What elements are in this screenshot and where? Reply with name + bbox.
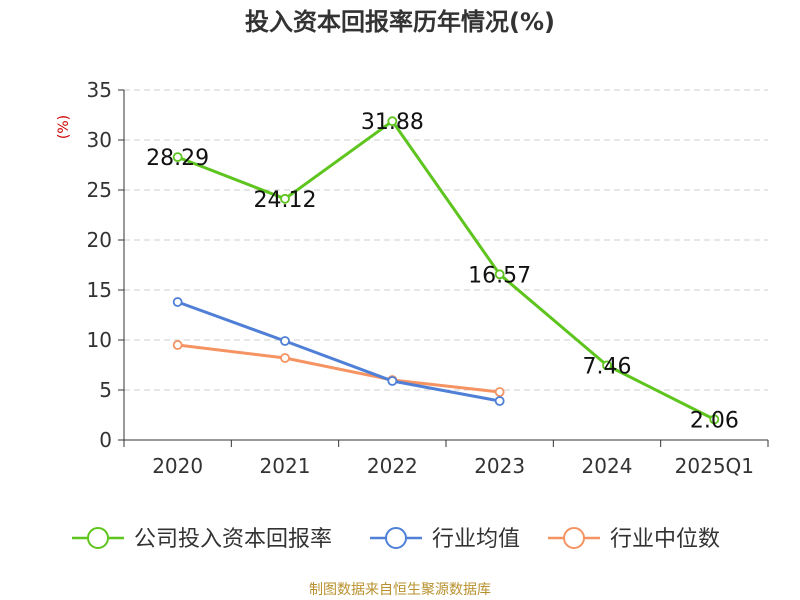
legend-item: 行业中位数 [548,527,720,552]
legend: 公司投入资本回报率 行业均值 行业中位数 [72,527,720,552]
data-point [494,269,505,280]
legend-label: 行业中位数 [610,527,720,552]
chart-title: 投入资本回报率历年情况(%) [245,8,555,36]
y-axis-label: (%) [56,115,72,139]
data-label: 7.46 [583,354,632,379]
data-point [172,297,183,307]
axes: 0 5 10 15 20 25 30 35 2020 2021 2022 2023 2024 2025Q1 [87,78,769,478]
data-point [280,336,290,346]
series-line [177,343,500,394]
y-tick-label: 30 [87,128,112,152]
data-label: 2.06 [690,408,739,433]
x-tick-label: 2020 [152,454,203,478]
data-point [387,376,398,386]
x-tick-label: 2022 [367,454,418,478]
legend-item: 公司投入资本回报率 [72,527,332,552]
y-tick-label: 5 [99,378,112,402]
series-line [177,119,716,421]
y-tick-label: 0 [99,428,112,452]
data-point [280,353,290,363]
data-point [172,340,183,350]
series-1 [172,297,505,406]
data-point [709,414,720,425]
x-tick-label: 2025Q1 [675,454,754,478]
y-tick-label: 35 [87,78,112,102]
data-label: 16.57 [468,263,531,288]
data-label: 24.12 [254,188,317,213]
x-tick-label: 2023 [474,454,525,478]
data-point [280,193,290,204]
data-label: 31.88 [361,110,424,135]
legend-label: 行业均值 [432,527,520,552]
data-point [602,360,612,371]
legend-swatch-marker [87,527,109,549]
legend-label: 公司投入资本回报率 [134,527,332,552]
series-layer: 28.29 24.12 31.88 16.57 7.46 2.06 [146,110,739,433]
data-point [494,387,505,397]
series-0: 28.29 24.12 31.88 16.57 7.46 2.06 [146,110,739,433]
series-line [177,300,500,403]
grid-lines [124,89,768,391]
source-note: 制图数据来自恒生聚源数据库 [309,582,491,598]
y-tick-label: 25 [87,178,112,202]
x-tick-label: 2021 [260,454,311,478]
y-tick-label: 20 [87,228,112,252]
legend-item: 行业均值 [370,527,520,552]
series-2 [172,340,505,397]
data-point [387,116,398,127]
y-tick-label: 10 [87,328,112,352]
legend-swatch-marker [385,527,407,549]
data-point [494,396,505,406]
data-point [172,152,183,163]
y-tick-label: 15 [87,278,112,302]
data-label: 28.29 [146,146,209,171]
legend-swatch-marker [563,527,585,549]
x-tick-label: 2024 [582,454,633,478]
